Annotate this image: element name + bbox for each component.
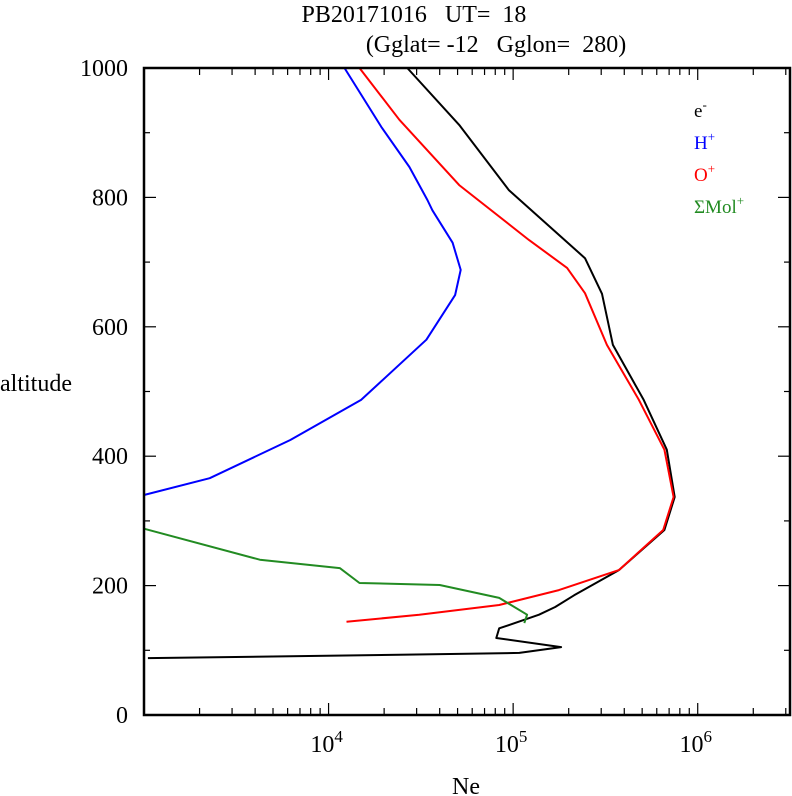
- series-line-e-minus: [147, 67, 676, 660]
- x-tick-label: 105: [495, 727, 527, 758]
- y-tick-label: 0: [116, 703, 128, 729]
- x-tick-label: 106: [679, 727, 712, 758]
- legend-entry: e-: [694, 97, 707, 122]
- legend-label: H: [694, 133, 708, 154]
- plot-frame: [142, 66, 792, 717]
- x-tick-label-base: 10: [495, 732, 519, 758]
- chart-title: PB20171016 UT= 18: [302, 2, 527, 28]
- legend-label-superscript: -: [702, 97, 706, 112]
- x-tick-label-exponent: 5: [519, 727, 528, 746]
- legend-label-superscript: +: [708, 129, 715, 144]
- legend-entry: H+: [694, 129, 715, 154]
- legend-entry: ΣMol+: [694, 193, 744, 218]
- chart-subtitle: (Gglat= -12 Gglon= 280): [366, 32, 626, 58]
- x-tick-label-exponent: 4: [334, 727, 343, 746]
- x-tick-labels: 104 105 106: [310, 727, 712, 758]
- y-tick-labels: 0 200 400 600 800 1000: [80, 56, 128, 729]
- legend-label-superscript: +: [708, 161, 715, 176]
- legend: e-H+O+ΣMol+: [694, 97, 744, 218]
- y-tick-label: 800: [92, 185, 128, 211]
- series-line-h-plus: [143, 67, 462, 496]
- y-tick-label: 1000: [80, 56, 128, 82]
- legend-label: e: [694, 101, 702, 122]
- y-tick-label: 200: [92, 574, 128, 600]
- legend-label-superscript: +: [737, 193, 744, 208]
- y-tick-label: 600: [92, 315, 128, 341]
- series-layer: [143, 67, 676, 660]
- x-tick-label-exponent: 6: [703, 727, 712, 746]
- series-line-o-plus: [346, 67, 675, 623]
- y-axis-label: altitude: [0, 371, 72, 397]
- series-line-sigma-mol-plus: [143, 527, 529, 624]
- x-tick-label-base: 10: [310, 732, 334, 758]
- x-axis-label: Ne: [452, 774, 480, 796]
- x-tick-label-base: 10: [679, 732, 703, 758]
- legend-label: O: [694, 165, 708, 186]
- legend-label: ΣMol: [694, 197, 737, 218]
- y-tick-label: 400: [92, 444, 128, 470]
- legend-entry: O+: [694, 161, 715, 186]
- x-tick-label: 104: [310, 727, 343, 758]
